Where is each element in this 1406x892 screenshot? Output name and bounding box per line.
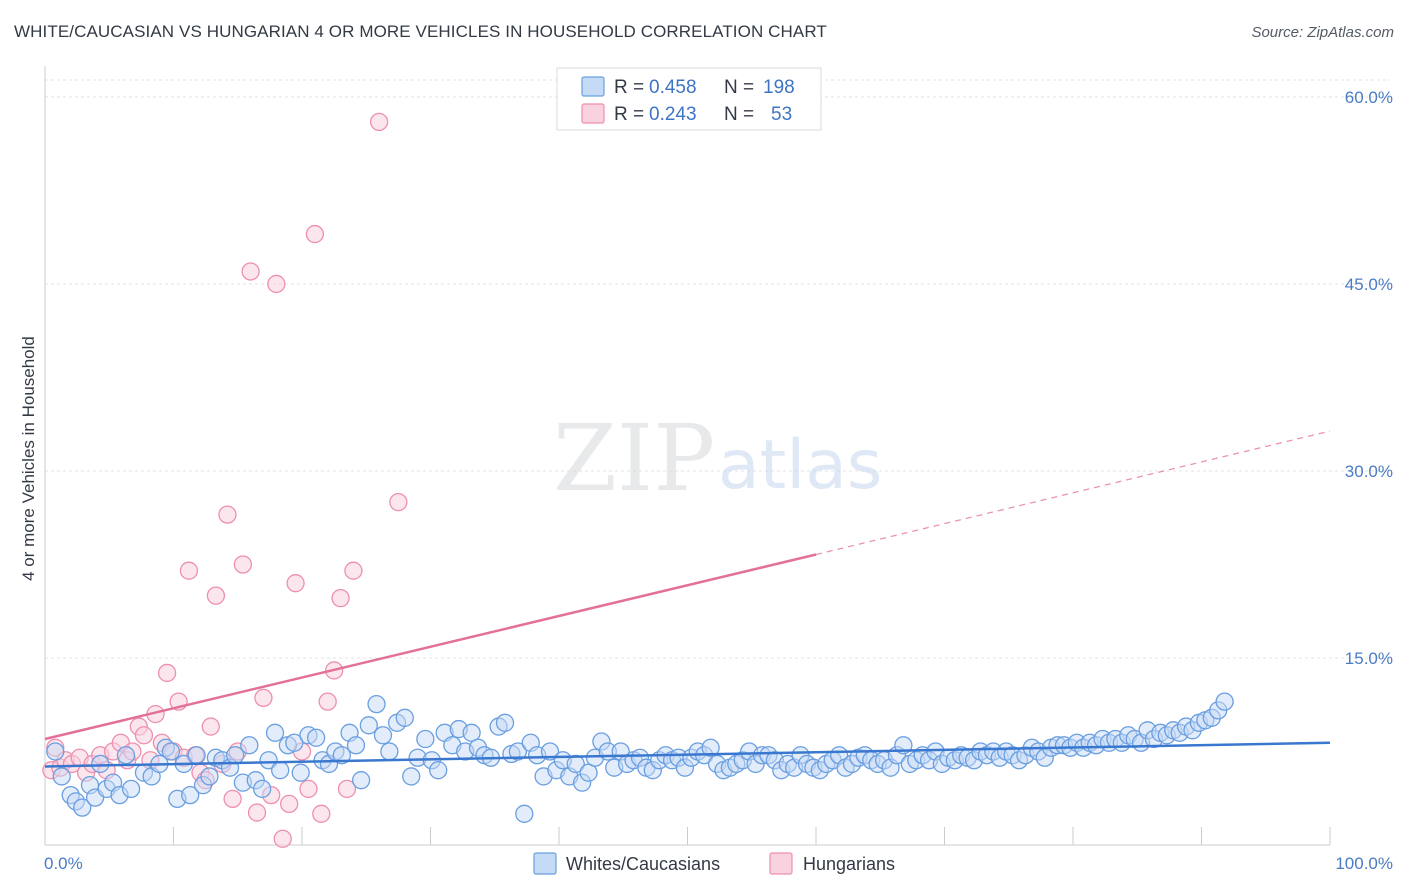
y-tick-label: 60.0% [1345, 88, 1393, 107]
source-label: Source: ZipAtlas.com [1251, 24, 1394, 41]
legend-n-value-hungarian: 53 [771, 104, 792, 125]
y-axis-label: 4 or more Vehicles in Household [19, 336, 38, 581]
hungarian-point [179, 561, 199, 580]
hungarian-point [286, 574, 305, 593]
legend-r-value-white: 0.458 [649, 77, 697, 98]
white-point [91, 754, 110, 774]
legend-swatch-hungarian [581, 103, 605, 124]
legend-n-label-white: N = [724, 77, 754, 98]
white-point [346, 736, 366, 755]
white-point [116, 746, 136, 765]
white-point [285, 733, 304, 752]
legend-swatch-white [581, 76, 605, 97]
white-point [291, 763, 310, 782]
white-point [402, 767, 421, 786]
hungarian-point [223, 789, 242, 809]
chart-title: WHITE/CAUCASIAN VS HUNGARIAN 4 OR MORE V… [14, 22, 827, 41]
legend-n-label-hungarian: N = [724, 104, 754, 125]
legend-r-value-hungarian: 0.243 [649, 104, 697, 125]
white-point [187, 746, 206, 765]
hungarian-trend-extension [815, 430, 1331, 556]
legend-r-label-white: R = [614, 77, 644, 98]
hungarian-point [299, 779, 318, 799]
white-point [1215, 692, 1234, 711]
hungarian-point [389, 492, 408, 512]
watermark-atlas: atlas [718, 426, 882, 505]
hungarian-point [318, 692, 337, 711]
x-tick-label: 0.0% [44, 854, 83, 873]
hungarian-point [134, 726, 154, 745]
hungarian-point [206, 586, 226, 605]
hungarian-point [273, 829, 292, 848]
watermark-zip: ZIP [553, 405, 715, 512]
white-point [429, 761, 448, 780]
hungarian-point [247, 803, 267, 822]
white-point [416, 729, 435, 749]
legend-r-label-hungarian: R = [614, 104, 644, 125]
hungarian-point [331, 588, 350, 608]
trend-lines [44, 430, 1331, 768]
hungarian-point [279, 794, 299, 814]
white-point [240, 736, 259, 755]
white-point [73, 798, 92, 817]
y-tick-label: 15.0% [1345, 649, 1393, 668]
correlation-legend: R = 0.458 N = 198 R = 0.243 N = 53 [556, 67, 822, 131]
hungarian-point [233, 555, 253, 574]
series-legend: Whites/Caucasians Hungarians [533, 852, 895, 875]
white-point [46, 742, 65, 761]
white-point [161, 742, 181, 761]
white-point [265, 723, 285, 742]
white-point [200, 767, 219, 786]
hungarian-point [344, 561, 363, 580]
white-point [351, 771, 371, 790]
white-point [540, 742, 560, 761]
white-point [515, 804, 534, 823]
white-point [508, 742, 528, 761]
white-trend-line [44, 741, 1331, 768]
white-point [271, 761, 290, 780]
y-tick-label: 30.0% [1345, 462, 1393, 481]
hungarian-point [267, 274, 286, 294]
hungarian-point [369, 112, 389, 132]
hungarian-trend-line [44, 553, 817, 741]
hungarian-point [254, 688, 273, 708]
series-label-white: Whites/Caucasians [566, 854, 720, 874]
series-swatch-white [533, 852, 557, 875]
white-point [373, 726, 393, 745]
white-point [306, 728, 326, 747]
watermark: ZIP atlas [553, 405, 882, 512]
tick-labels: 15.0% 30.0% 45.0% 60.0% 0.0% 100.0% [44, 88, 1393, 873]
white-point [367, 694, 386, 714]
white-point [380, 742, 399, 761]
series-label-hungarian: Hungarians [803, 854, 895, 874]
white-point [259, 751, 278, 770]
hungarian-point [337, 779, 357, 799]
series-swatch-hungarian [769, 852, 793, 875]
hungarian-point [201, 717, 220, 736]
white-point [701, 738, 720, 757]
axes [44, 66, 1331, 846]
x-tick-label: 100.0% [1335, 854, 1393, 873]
y-tick-label: 45.0% [1345, 275, 1393, 294]
hungarian-point [305, 224, 325, 244]
hungarian-point [312, 804, 331, 823]
legend-n-value-white: 198 [763, 77, 795, 98]
white-point [181, 785, 200, 805]
white-point [332, 746, 351, 765]
white-point [121, 779, 141, 799]
white-point [395, 708, 414, 727]
hungarian-point [241, 262, 260, 281]
white-point [253, 779, 272, 799]
hungarian-point [218, 505, 237, 524]
white-point [359, 716, 378, 735]
white-point [495, 713, 515, 732]
hungarian-point [157, 663, 177, 683]
white-point [52, 767, 71, 786]
